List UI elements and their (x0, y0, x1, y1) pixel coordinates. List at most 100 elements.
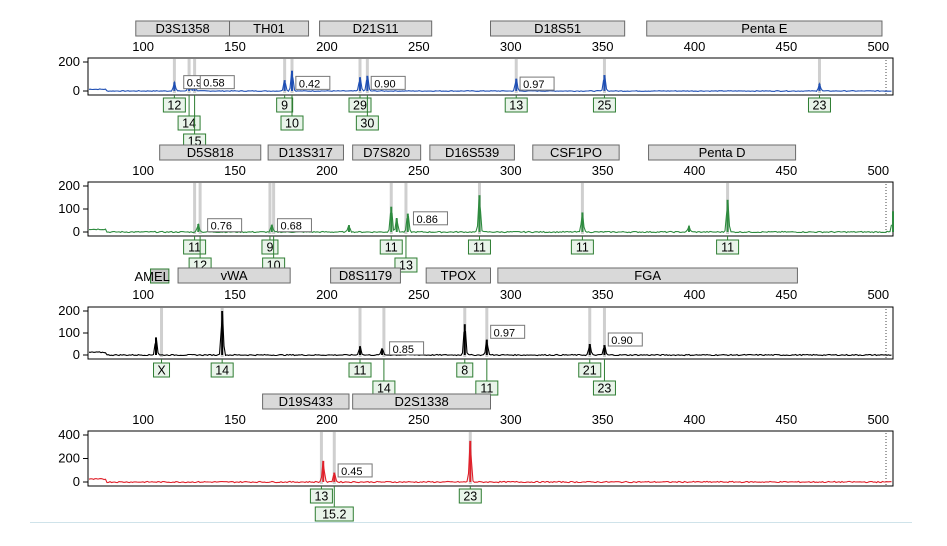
panel-3: AMEL vWA D8S1179 TPOX FGA 100 150 200 250 300 350 4… (58, 267, 894, 396)
ratio-box (337, 463, 373, 478)
trace-line (88, 73, 892, 93)
allele-call: 10 (280, 95, 304, 131)
allele-label: 12 (167, 99, 181, 113)
ratio-box (607, 332, 643, 347)
allele-call: 11 (716, 236, 740, 255)
ratio-text: 0.86 (416, 214, 437, 226)
locus-marker (425, 267, 492, 284)
locus-box: D18S51 (490, 20, 626, 37)
locus-marker (267, 144, 344, 161)
x-tick-label: 200 (316, 412, 338, 427)
ratio-text: 0.97 (494, 327, 515, 339)
locus-label: TPOX (441, 268, 477, 283)
x-tick-label: 100 (132, 412, 154, 427)
ratio-label: 0.58 (199, 75, 235, 90)
locus-box: D5S818 (159, 144, 262, 161)
ratio-label: 0.86 (412, 211, 448, 226)
x-tick-label: 100 (132, 39, 154, 54)
allele-label: X (157, 364, 166, 378)
y-tick-label: 0 (73, 474, 80, 489)
y-tick-label: 200 (58, 451, 80, 466)
locus-marker (262, 393, 350, 410)
locus-label: vWA (221, 268, 248, 283)
allele-box (570, 239, 594, 255)
allele-label: 11 (721, 241, 734, 255)
allele-call: 11 (379, 236, 403, 255)
allele-call: 25 (592, 95, 616, 113)
allele-box (355, 115, 379, 131)
locus-label: TH01 (253, 21, 285, 36)
allele-label: 11 (480, 382, 493, 396)
locus-label: D21S11 (353, 21, 399, 36)
x-tick-label: 350 (592, 39, 614, 54)
locus-marker (646, 20, 883, 37)
locus-label: AMEL (134, 269, 169, 284)
allele-call: 9 (276, 95, 294, 113)
panel-2: D5S818 D13S317 D7S820 D16S539 CSF1PO Penta D 1… (58, 144, 894, 273)
locus-label: D2S1338 (394, 394, 448, 409)
locus-label: D7S820 (363, 145, 410, 160)
x-tick-label: 100 (132, 287, 154, 302)
footer-divider (30, 522, 912, 523)
allele-label: 11 (385, 241, 398, 255)
x-tick-label: 200 (316, 163, 338, 178)
ratio-label: 0.76 (207, 218, 243, 233)
y-tick-label: 200 (58, 303, 80, 318)
x-tick-label: 150 (224, 39, 246, 54)
panel-4: D19S433 D2S1338 100 150 200 250 300 350 400 450 50… (58, 393, 894, 522)
locus-box: D16S539 (429, 144, 515, 161)
locus-box: D3S1358 (135, 20, 231, 37)
allele-label: 11 (473, 241, 486, 255)
allele-call: 15.2 (314, 486, 354, 522)
ratio-text: 0.90 (374, 78, 395, 90)
allele-label: 11 (354, 364, 367, 378)
x-tick-label: 250 (408, 163, 430, 178)
locus-label: Penta E (741, 21, 788, 36)
ratio-text: 0.42 (299, 78, 320, 90)
locus-label: CSF1PO (550, 145, 602, 160)
allele-box (467, 239, 491, 255)
allele-box (716, 239, 740, 255)
allele-label: 14 (215, 364, 229, 378)
allele-label: 29 (353, 99, 367, 113)
locus-marker (352, 144, 422, 161)
x-tick-label: 300 (500, 287, 522, 302)
locus-marker (177, 267, 291, 284)
ratio-label: 0.90 (370, 75, 406, 90)
ratio-box (519, 76, 555, 91)
allele-call: X (153, 359, 171, 378)
x-tick-label: 350 (592, 163, 614, 178)
allele-call: 30 (355, 95, 379, 131)
x-tick-label: 150 (224, 163, 246, 178)
locus-marker (149, 268, 170, 284)
locus-box: AMEL (134, 268, 170, 284)
ratio-label: 0.90 (607, 332, 643, 347)
x-tick-label: 450 (776, 39, 798, 54)
allele-box (153, 362, 171, 378)
allele-label: 21 (583, 364, 597, 378)
locus-marker (330, 267, 401, 284)
ratio-box (490, 324, 526, 339)
allele-call: 9 (261, 236, 279, 255)
locus-marker (532, 144, 620, 161)
allele-call: 23 (807, 95, 831, 113)
allele-call: 14 (372, 359, 396, 396)
allele-call: 29 (348, 95, 372, 113)
x-tick-label: 500 (867, 412, 889, 427)
locus-marker (497, 267, 798, 284)
ratio-label: 0.97 (519, 76, 555, 91)
locus-marker (648, 144, 797, 161)
allele-label: 14 (377, 382, 391, 396)
ratio-box (389, 341, 425, 356)
locus-box: CSF1PO (532, 144, 620, 161)
allele-label: 10 (285, 117, 299, 131)
allele-label: 30 (360, 117, 374, 131)
allele-box (592, 97, 616, 113)
allele-call: 21 (578, 359, 602, 378)
x-tick-label: 200 (316, 39, 338, 54)
locus-marker (490, 20, 626, 37)
ratio-box (295, 75, 331, 90)
x-tick-label: 350 (592, 412, 614, 427)
locus-marker (352, 393, 491, 410)
